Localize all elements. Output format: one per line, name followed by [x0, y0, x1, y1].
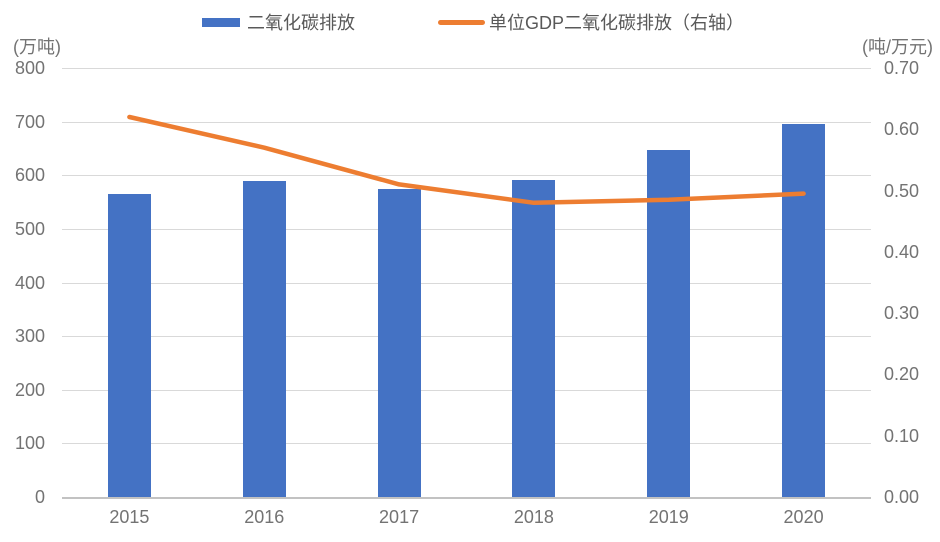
- bar-2018: [512, 179, 556, 497]
- right-axis-tick-label: 0.10: [884, 425, 920, 446]
- left-axis-tick-label: 600: [14, 165, 45, 186]
- right-axis-tick-label: 0.20: [884, 364, 920, 385]
- bar-2020: [782, 124, 826, 497]
- bar-2017: [377, 188, 421, 497]
- plot-area: [62, 68, 871, 499]
- legend-item-co2-per-gdp: 单位GDP二氧化碳排放（右轴）: [438, 11, 744, 33]
- left-axis-tick-label: 300: [14, 326, 45, 347]
- line-series: [127, 114, 806, 206]
- x-axis-line: [62, 497, 871, 499]
- right-axis-title: (吨/万元): [862, 37, 933, 57]
- right-axis-tick-label: 0.70: [884, 58, 920, 78]
- left-axis-tick-label: 200: [14, 379, 45, 400]
- gridline: [62, 121, 871, 123]
- gridline: [62, 282, 871, 284]
- gridline: [62, 443, 871, 445]
- x-axis-tick-label: 2015: [109, 507, 150, 527]
- left-axis-tick-label: 400: [14, 272, 45, 293]
- line-series-swatch-icon: [438, 19, 485, 25]
- gridline: [62, 175, 871, 177]
- legend-label-co2-emissions: 二氧化碳排放: [247, 13, 355, 33]
- right-axis-tick-label: 0.00: [884, 487, 920, 507]
- left-axis-tick-label: 0: [34, 487, 45, 507]
- left-axis-tick-label: 500: [14, 218, 45, 239]
- right-axis-tick-label: 0.60: [884, 119, 920, 140]
- gridline: [62, 228, 871, 230]
- x-axis-tick-label: 2019: [648, 507, 689, 527]
- left-axis-tick-label: 700: [14, 111, 45, 132]
- right-axis-tick-label: 0.40: [884, 241, 920, 262]
- bar-2019: [647, 149, 691, 497]
- line-series-path: [127, 114, 806, 206]
- legend-item-co2-emissions: 二氧化碳排放: [202, 11, 355, 33]
- gridline: [62, 336, 871, 338]
- gridline: [62, 389, 871, 391]
- x-axis-tick-label: 2016: [244, 507, 285, 527]
- left-axis-tick-label: 100: [14, 433, 45, 454]
- x-axis-tick-label: 2017: [379, 507, 420, 527]
- right-axis-tick-label: 0.30: [884, 303, 920, 324]
- x-axis-tick-label: 2018: [513, 507, 554, 527]
- x-axis-tick-label: 2020: [783, 507, 824, 527]
- legend-label-co2-per-gdp: 单位GDP二氧化碳排放（右轴）: [489, 13, 745, 33]
- right-axis-tick-label: 0.50: [884, 180, 920, 201]
- gridline: [62, 68, 871, 69]
- bar-2016: [242, 180, 286, 497]
- left-axis-tick-label: 800: [14, 58, 45, 78]
- left-axis-title: (万吨): [13, 37, 61, 57]
- bar-series-swatch-icon: [202, 17, 240, 27]
- bar-2015: [107, 194, 151, 497]
